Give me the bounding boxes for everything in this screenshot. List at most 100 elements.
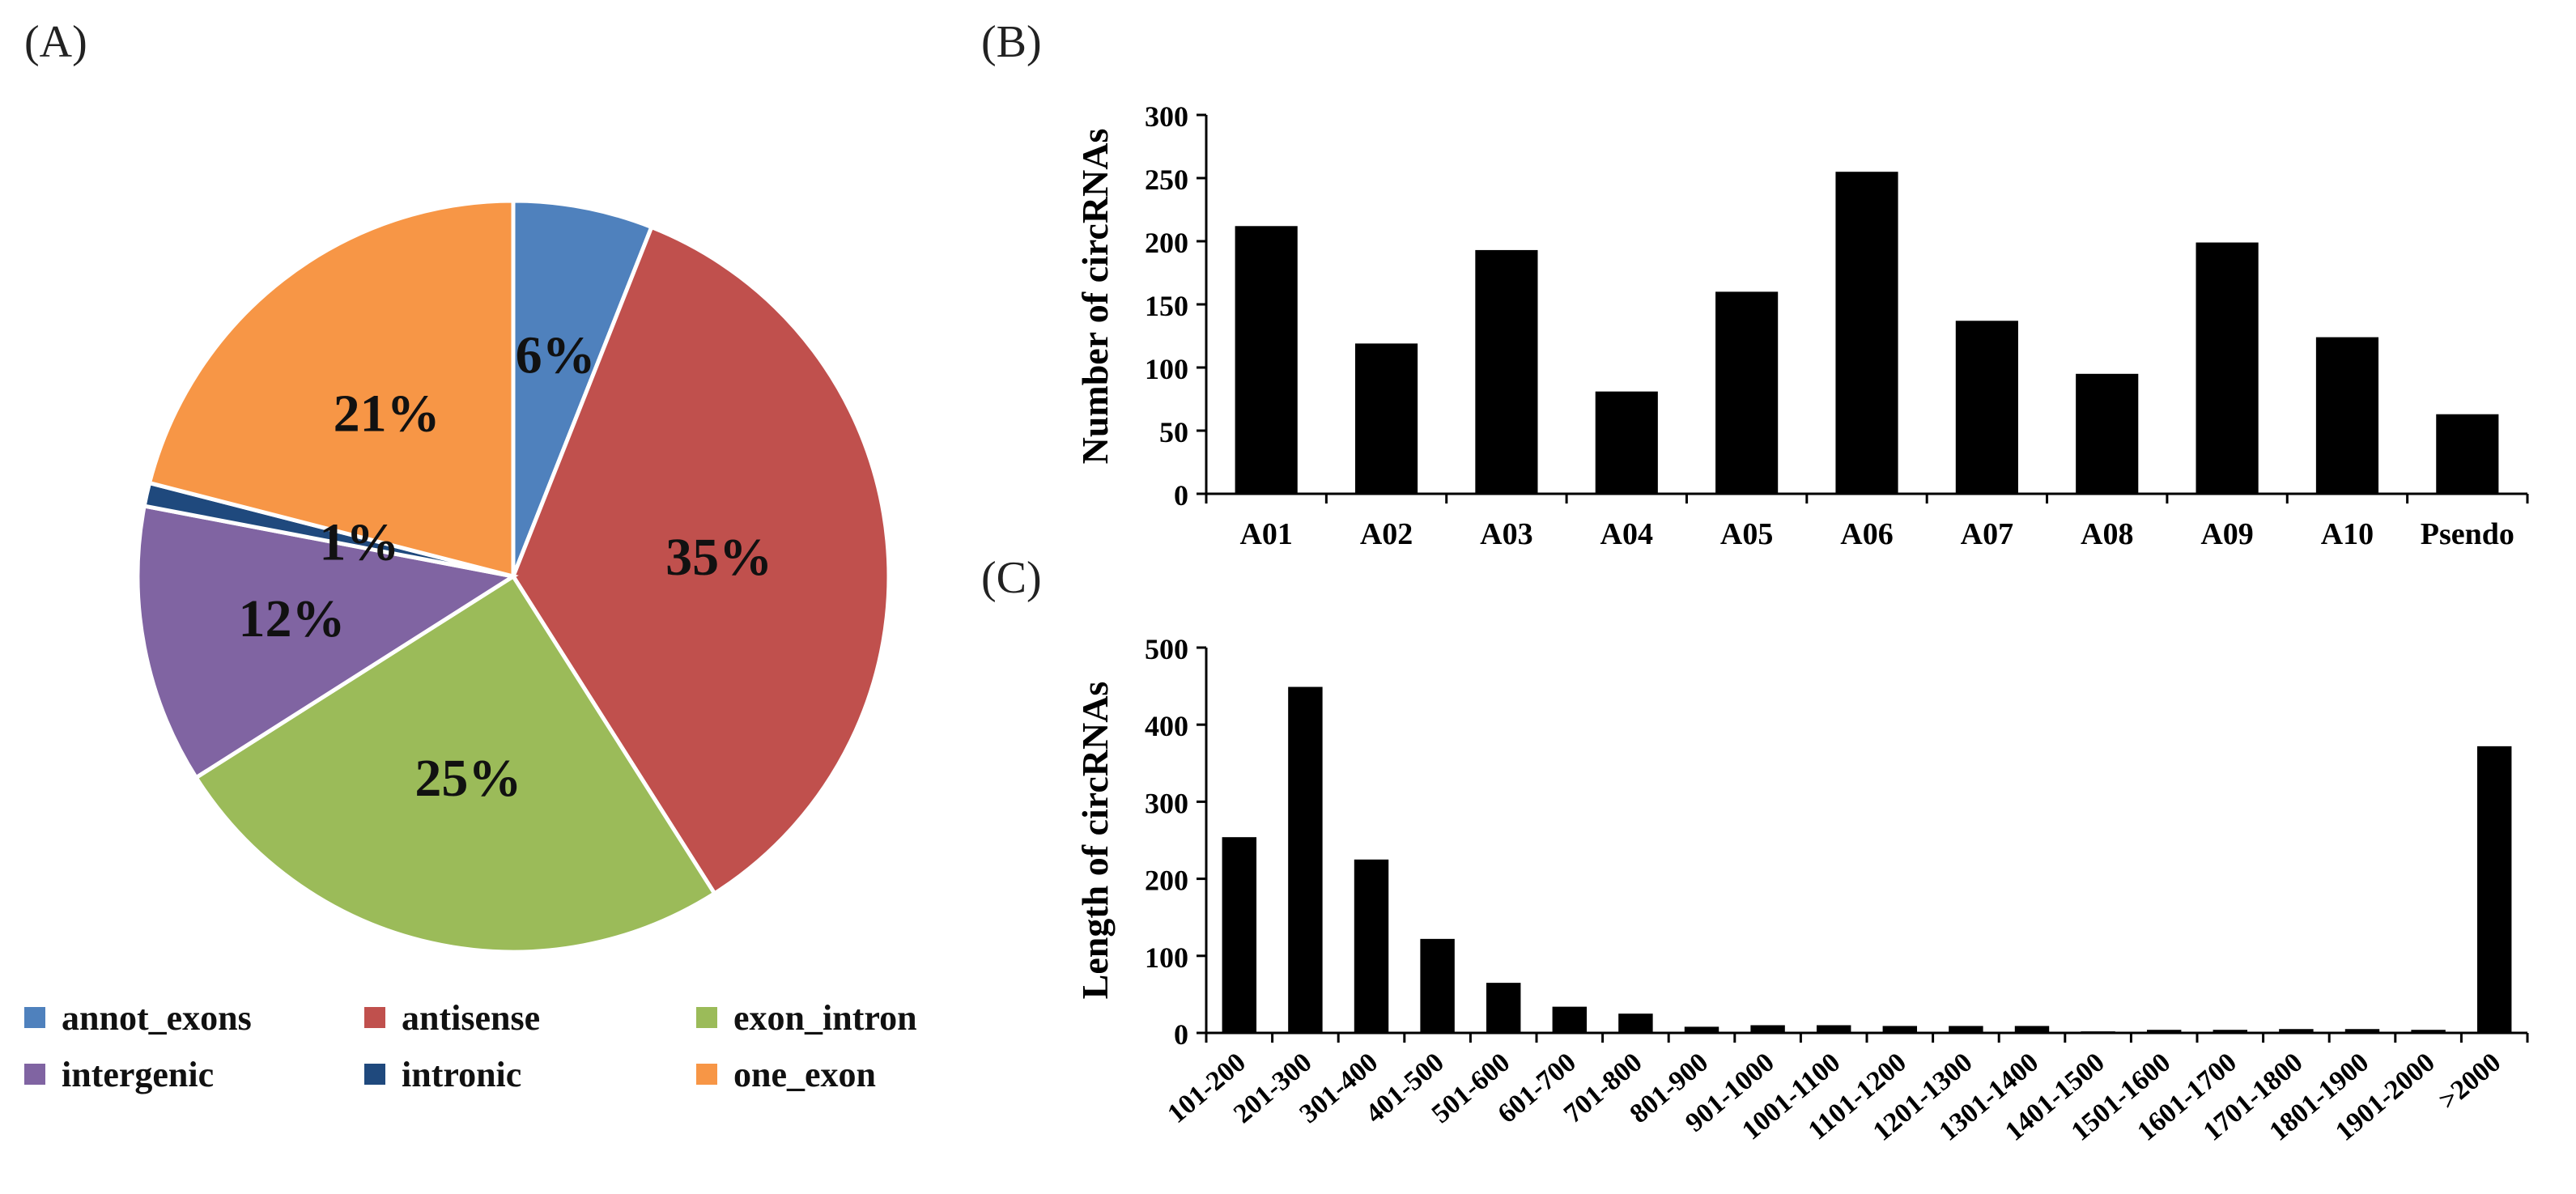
panel-b-y-axis-label: Number of circRNAs: [1074, 129, 1116, 465]
legend-item-exon-intron: exon_intron: [696, 998, 917, 1038]
legend-swatch: [364, 1064, 385, 1085]
bar-201-300: [1288, 686, 1323, 1033]
bar-1101-1200: [1882, 1026, 1918, 1033]
bar-901-1000: [1750, 1025, 1785, 1033]
bar-1401-1500: [2081, 1031, 2115, 1033]
panel-b-label: (B): [981, 17, 1042, 67]
y-tick-label: 100: [1145, 941, 1188, 974]
legend-item-antisense: antisense: [364, 998, 540, 1038]
y-tick-label: 0: [1174, 1018, 1188, 1051]
panel-c-bar-chart: (C) Length of circRNAs 01002003004005001…: [981, 553, 2529, 1147]
legend-swatch: [24, 1007, 45, 1028]
pie-label-antisense: 35%: [665, 528, 772, 587]
x-tick-label: A09: [2200, 517, 2253, 551]
bar-A06: [1835, 172, 1898, 494]
x-tick-label: >2000: [2434, 1047, 2507, 1116]
legend-label: annot_exons: [62, 998, 252, 1038]
bar-A09: [2196, 242, 2259, 494]
legend-item-intronic: intronic: [364, 1055, 521, 1094]
legend-label: intronic: [402, 1055, 521, 1094]
legend-swatch: [24, 1064, 45, 1085]
bar-301-400: [1354, 859, 1389, 1033]
x-tick-label: A03: [1480, 517, 1532, 551]
panel-b-bar-chart: (B) Number of circRNAs 0 50 100 150 200 250 30…: [981, 17, 2529, 551]
x-tick-label: A06: [1840, 517, 1893, 551]
pie-legend: annot_exons antisense exon_intron intergeni…: [24, 998, 917, 1094]
y-tick-label: 50: [1159, 416, 1188, 448]
bar-701-800: [1618, 1013, 1653, 1033]
bar-401-500: [1420, 938, 1455, 1033]
y-tick-label: 200: [1145, 865, 1188, 897]
legend-label: antisense: [402, 998, 540, 1038]
pie-slice-annot-exons: [511, 198, 655, 577]
y-tick-label: 300: [1145, 100, 1188, 133]
panel-b-tick-labels: 0 50 100 150 200 250 300 A01 A02 A03 A04 A05 A06 A07 A…: [1145, 100, 2514, 551]
bar-501-600: [1486, 983, 1521, 1033]
legend-swatch: [696, 1064, 717, 1085]
x-tick-label: A04: [1600, 517, 1653, 551]
bar-1701-1800: [2279, 1029, 2314, 1033]
legend-label: exon_intron: [733, 998, 917, 1038]
x-tick-label: A10: [2321, 517, 2374, 551]
legend-label: intergenic: [62, 1055, 214, 1094]
bar-1301-1400: [2014, 1026, 2050, 1033]
bar--2000: [2476, 746, 2512, 1033]
x-tick-label: A01: [1239, 517, 1292, 551]
bar-1001-1100: [1816, 1025, 1851, 1033]
panel-c-axes: [1197, 646, 2529, 1043]
bar-A08: [2076, 373, 2139, 494]
x-tick-label: A02: [1360, 517, 1413, 551]
bar-1801-1900: [2344, 1029, 2380, 1033]
legend-item-annot-exons: annot_exons: [24, 998, 252, 1038]
pie-labels: 6% 35% 25% 12% 1% 21%: [239, 326, 773, 809]
pie-label-one-exon: 21%: [334, 384, 440, 443]
bar-A05: [1715, 291, 1779, 494]
pie-slice-intergenic: [135, 504, 519, 781]
bar-601-700: [1552, 1006, 1588, 1033]
bar-A02: [1354, 343, 1418, 494]
bar-A01: [1235, 226, 1298, 494]
y-tick-label: 250: [1145, 164, 1188, 196]
panel-b-bars: [1235, 172, 2499, 494]
legend-item-one-exon: one_exon: [696, 1055, 876, 1094]
y-tick-label: 200: [1145, 227, 1188, 259]
bar-1501-1600: [2146, 1030, 2182, 1033]
panel-c-bars: [1222, 686, 2512, 1033]
panel-a-label: (A): [24, 17, 87, 67]
x-tick-label: A07: [1961, 517, 2013, 551]
legend-swatch: [696, 1007, 717, 1028]
y-tick-label: 500: [1145, 633, 1188, 665]
pie-slice-antisense: [511, 224, 891, 897]
bar-1901-2000: [2411, 1030, 2446, 1033]
panel-a-pie-chart: (A) 6% 35% 25% 12% 1% 21% annot_exons antisens…: [24, 17, 917, 1094]
bar-1601-1700: [2213, 1030, 2248, 1033]
x-tick-label: Psendo: [2421, 517, 2514, 551]
pie-label-annot-exons: 6%: [516, 326, 596, 385]
pie-label-intergenic: 12%: [239, 589, 346, 648]
bar-801-900: [1684, 1026, 1719, 1033]
y-tick-label: 400: [1145, 710, 1188, 742]
x-tick-label: A05: [1720, 517, 1773, 551]
pie-slice-exon-intron: [193, 573, 718, 954]
pie-slices: [135, 198, 891, 954]
panel-c-label: (C): [981, 553, 1042, 603]
y-tick-label: 150: [1145, 290, 1188, 322]
bar-A10: [2315, 337, 2379, 494]
pie-label-exon-intron: 25%: [414, 749, 521, 808]
legend-swatch: [364, 1007, 385, 1028]
y-tick-label: 100: [1145, 353, 1188, 385]
y-tick-label: 300: [1145, 787, 1188, 819]
pie-label-intronic: 1%: [319, 512, 399, 572]
legend-item-intergenic: intergenic: [24, 1055, 214, 1094]
bar-A04: [1595, 391, 1658, 494]
bar-A07: [1955, 321, 2018, 494]
bar-A03: [1475, 249, 1538, 494]
legend-label: one_exon: [733, 1055, 876, 1094]
panel-c-tick-labels: 0100200300400500101-200201-300301-400401…: [1145, 633, 2506, 1147]
x-tick-label: A08: [2081, 517, 2133, 551]
bar-Psendo: [2436, 414, 2499, 494]
panel-c-y-axis-label: Length of circRNAs: [1074, 682, 1116, 1000]
y-tick-label: 0: [1174, 479, 1188, 512]
bar-1201-1300: [1949, 1026, 1983, 1033]
